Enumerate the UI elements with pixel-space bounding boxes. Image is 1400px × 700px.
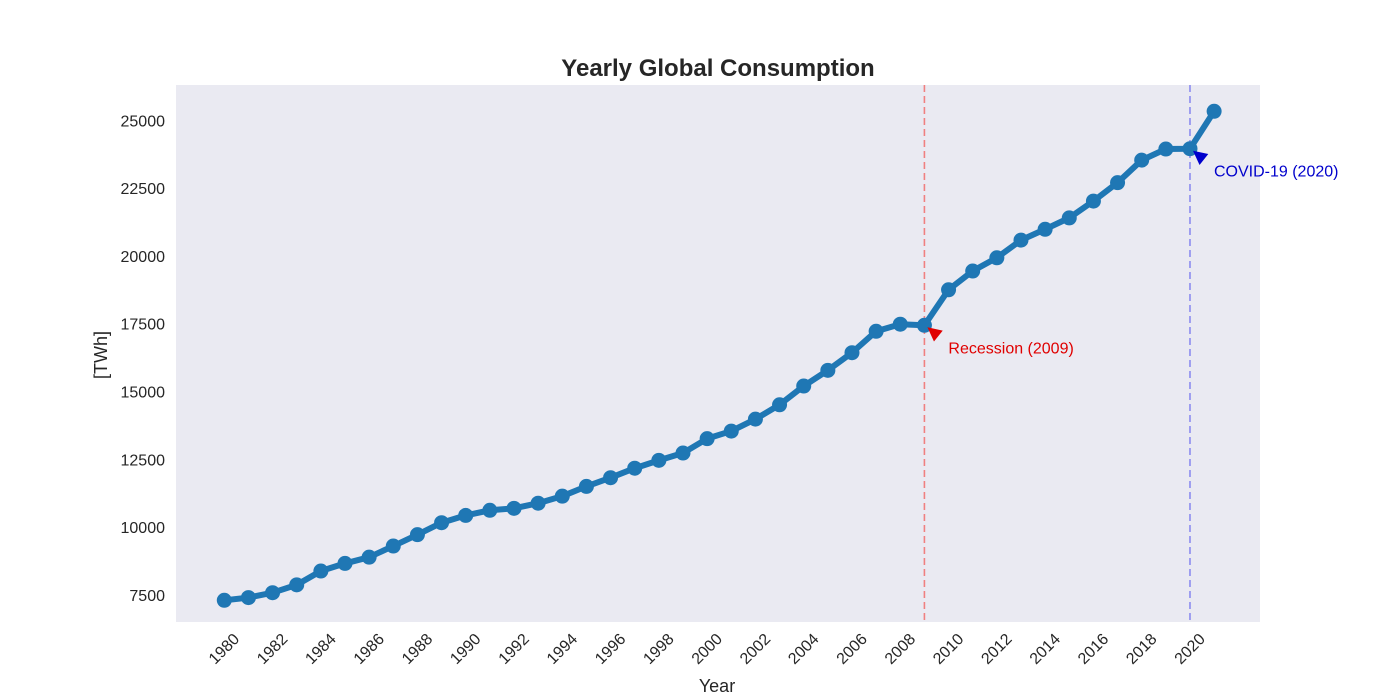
- x-tick-label: 2000: [689, 631, 726, 668]
- x-tick-label: 1982: [254, 631, 291, 668]
- data-point-1983: [289, 577, 305, 593]
- plot-area: [176, 85, 1260, 622]
- data-point-2002: [747, 411, 763, 427]
- data-point-2016: [1085, 193, 1101, 209]
- data-point-1990: [458, 507, 474, 523]
- x-tick-label: 2016: [1075, 631, 1112, 668]
- data-point-2021: [1206, 103, 1222, 119]
- data-point-1999: [675, 445, 691, 461]
- data-point-1997: [627, 460, 643, 476]
- x-tick-label: 2010: [930, 631, 967, 668]
- y-tick-label: 17500: [121, 317, 166, 334]
- y-tick-label: 15000: [121, 384, 166, 401]
- data-point-2009: [916, 317, 932, 333]
- y-axis-label: [TWh]: [91, 331, 111, 379]
- data-point-2012: [989, 250, 1005, 266]
- data-point-2015: [1061, 210, 1077, 226]
- annotation-arrow-2009: [927, 327, 943, 342]
- data-point-2020: [1182, 141, 1198, 157]
- x-tick-label: 1984: [302, 631, 339, 668]
- annotation-label-2009: Recession (2009): [948, 340, 1073, 357]
- x-tick-label: 2006: [834, 631, 871, 668]
- data-point-2003: [772, 397, 788, 413]
- x-axis-label: Year: [699, 676, 735, 696]
- x-tick-label: 1988: [399, 631, 436, 668]
- data-point-2010: [941, 282, 957, 298]
- data-point-1992: [506, 500, 522, 516]
- series-layer: [216, 103, 1222, 608]
- data-point-1991: [482, 502, 498, 518]
- annotation-arrow-2020: [1192, 150, 1209, 165]
- annotations-layer: Recession (2009) COVID-19 (2020): [927, 150, 1339, 357]
- x-tick-label: 2012: [978, 631, 1015, 668]
- data-point-1995: [578, 478, 594, 494]
- x-tick-label: 1992: [496, 631, 533, 668]
- y-tick-label: 7500: [129, 588, 165, 605]
- y-axis-ticks: 7500 10000 12500 15000 17500 20000 22500 25000: [121, 113, 166, 605]
- data-point-1998: [651, 452, 667, 468]
- x-tick-label: 2002: [737, 631, 774, 668]
- data-point-1993: [530, 495, 546, 511]
- data-point-2017: [1110, 175, 1126, 191]
- x-tick-label: 1980: [206, 631, 243, 668]
- x-tick-label: 1986: [351, 631, 388, 668]
- data-point-1984: [313, 563, 329, 579]
- x-axis-ticks: 1980 1982 1984 1986 1988 1990 1992 1994 1996 1998…: [206, 631, 1209, 668]
- data-point-1994: [554, 488, 570, 504]
- data-point-2014: [1037, 221, 1053, 237]
- x-tick-label: 1994: [544, 631, 581, 668]
- data-point-2011: [965, 263, 981, 279]
- data-point-1996: [603, 470, 619, 486]
- data-point-1980: [216, 592, 232, 608]
- data-point-2000: [699, 431, 715, 447]
- data-point-1986: [361, 549, 377, 565]
- chart-title: Yearly Global Consumption: [561, 55, 874, 82]
- x-tick-label: 2020: [1172, 631, 1209, 668]
- data-point-1989: [434, 515, 450, 531]
- data-point-1982: [265, 585, 281, 601]
- data-point-2006: [844, 345, 860, 361]
- data-point-2013: [1013, 232, 1029, 248]
- x-tick-label: 2004: [785, 631, 822, 668]
- data-point-2008: [892, 316, 908, 332]
- data-point-2007: [868, 323, 884, 339]
- data-point-2005: [820, 362, 836, 378]
- x-tick-label: 2008: [882, 631, 919, 668]
- x-tick-label: 1990: [447, 631, 484, 668]
- y-tick-label: 20000: [121, 249, 166, 266]
- data-point-2004: [796, 378, 812, 394]
- y-tick-label: 25000: [121, 113, 166, 130]
- x-tick-label: 1998: [640, 631, 677, 668]
- y-tick-label: 10000: [121, 520, 166, 537]
- data-point-2018: [1134, 152, 1150, 168]
- x-tick-label: 2018: [1123, 631, 1160, 668]
- data-point-1987: [385, 538, 401, 554]
- data-point-2001: [723, 423, 739, 439]
- data-point-1988: [409, 527, 425, 543]
- y-tick-label: 22500: [121, 181, 166, 198]
- reference-lines: [923, 85, 1191, 622]
- data-point-1985: [337, 555, 353, 571]
- y-tick-label: 12500: [121, 452, 166, 469]
- annotation-label-2020: COVID-19 (2020): [1214, 164, 1339, 181]
- x-tick-label: 1996: [592, 631, 629, 668]
- data-point-2019: [1158, 141, 1174, 157]
- x-tick-label: 2014: [1027, 631, 1064, 668]
- data-point-1981: [240, 590, 256, 606]
